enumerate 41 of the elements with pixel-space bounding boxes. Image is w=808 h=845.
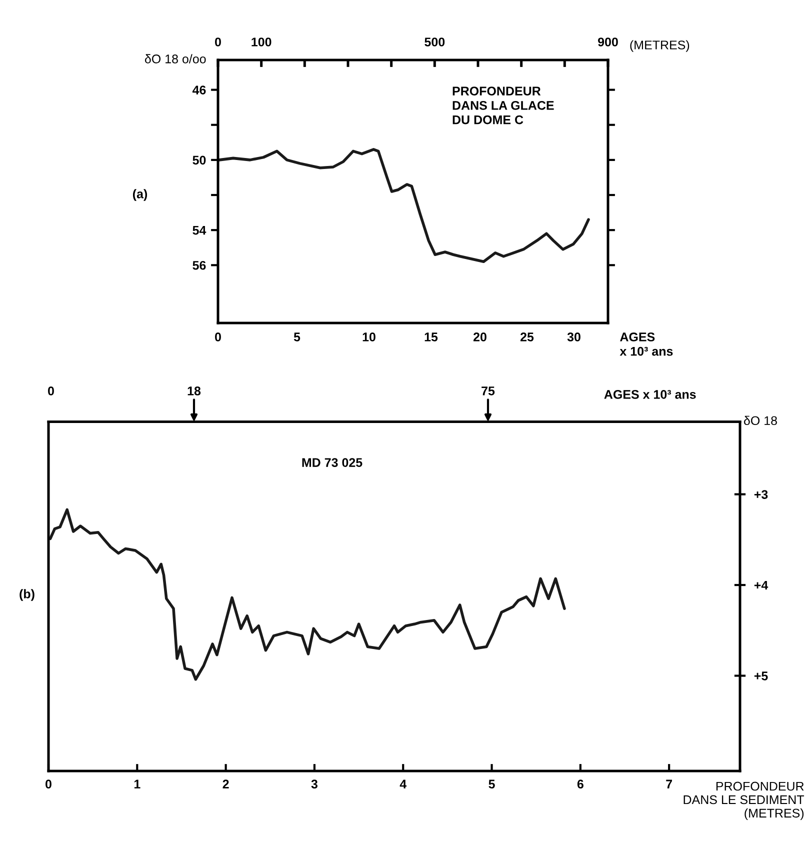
x-tick-label: 900 [598,38,618,46]
y-tick-label: 54 [192,226,206,235]
text: 0 [215,332,221,342]
x-axis-title: (METRES) [630,40,690,52]
x-tick-label: 0 [215,38,221,46]
text: AGES x 10³ ans [604,390,696,399]
y-tick-label: 56 [192,260,206,270]
line-series [48,508,566,681]
text: (b) [20,589,34,601]
text: (a) [132,189,148,201]
text: 30 [567,332,580,342]
x-tick-label: 0 [46,780,52,789]
text: 5 [294,332,300,342]
text: 18 [188,386,201,396]
x-tick-label: 100 [252,38,272,46]
x-tick-label: 500 [424,38,445,46]
x-tick-label: 3 [311,780,318,789]
x-tick-label: 2 [222,780,229,788]
x-axis-title: PROFONDEUR DANS LE SEDIMENT (METRES) [684,782,804,820]
y-tick-label: 50 [192,156,206,165]
x-tick-label: 7 [666,780,672,788]
y-tick-label: +3 [754,490,768,499]
x-tick-label: 5 [488,780,495,789]
text: 20 [473,332,486,342]
x-tick-label: 1 [134,780,140,788]
x-tick-label: 4 [400,780,407,788]
text: 15 [424,332,438,342]
text: AGES x 10³ ans [620,332,673,356]
y-axis-title: δO 18 [744,416,777,426]
text: 0 [48,386,54,396]
y-tick-label: 46 [192,86,206,94]
y-tick-label: +4 [754,580,768,590]
y-tick-label: +5 [754,672,768,680]
annotation: MD 73 025 [302,458,362,467]
y-axis-title: δO 18 o/oo [144,54,206,64]
line-series [218,148,590,264]
text: 25 [520,332,534,342]
annotation: PROFONDEUR DANS LA GLACE DU DOME C [452,86,554,124]
x-tick-label: 6 [577,780,584,789]
text: 10 [362,332,376,342]
text: 75 [482,386,495,396]
